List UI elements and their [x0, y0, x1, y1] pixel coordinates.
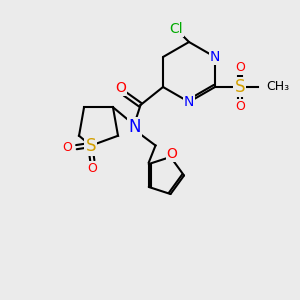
Text: O: O [116, 81, 127, 95]
Text: N: N [184, 95, 194, 109]
Text: O: O [235, 100, 245, 113]
Text: O: O [235, 61, 245, 74]
Text: Cl: Cl [169, 22, 183, 36]
Text: N: N [128, 118, 141, 136]
Text: O: O [167, 147, 178, 161]
Text: O: O [87, 162, 97, 175]
Text: S: S [235, 78, 245, 96]
Text: O: O [62, 141, 72, 154]
Text: N: N [210, 50, 220, 64]
Text: CH₃: CH₃ [266, 80, 289, 94]
Text: S: S [85, 136, 96, 154]
